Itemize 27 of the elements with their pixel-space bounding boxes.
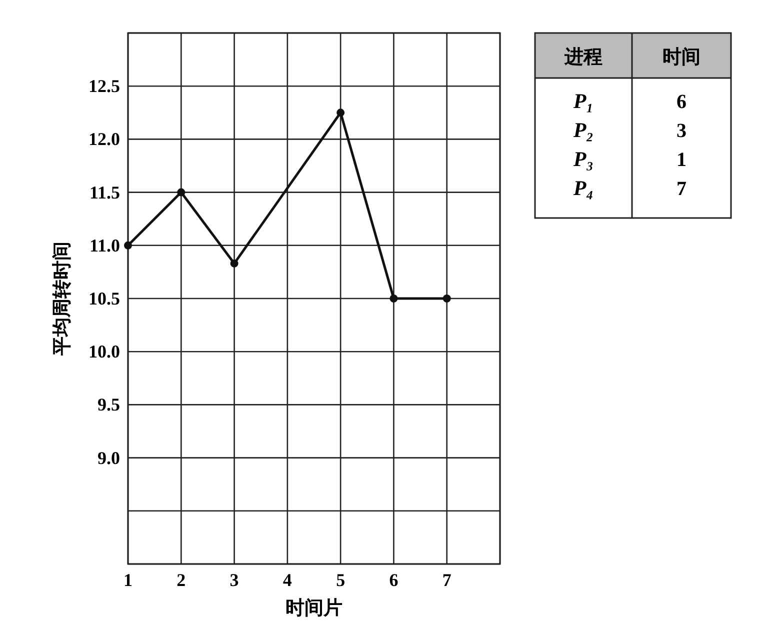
- text: 1: [676, 149, 686, 171]
- y-tick-label: 10.0: [88, 342, 120, 362]
- x-tick-label: 5: [336, 570, 346, 590]
- text: P₁: [572, 89, 594, 113]
- y-tick-label: 11.0: [89, 235, 120, 256]
- x-tick-label: 2: [176, 570, 186, 590]
- x-tick-label: 7: [442, 570, 452, 590]
- x-tick-label: 1: [124, 570, 132, 590]
- text: 7: [676, 178, 686, 200]
- x-tick-label: 4: [282, 570, 292, 590]
- y-tick-label: 9.5: [98, 394, 120, 415]
- text: 6: [676, 91, 686, 113]
- text: P₄: [572, 176, 594, 200]
- y-tick-label: 9.0: [98, 448, 120, 468]
- y-tick-label: 12.5: [88, 76, 120, 96]
- y-tick-label: 12.0: [88, 129, 120, 150]
- x-tick-label: 6: [389, 570, 398, 590]
- text: P₂: [572, 118, 594, 142]
- x-tick-label: 3: [230, 570, 239, 590]
- text: 3: [676, 120, 686, 142]
- x-axis-title: 时间片: [286, 597, 342, 619]
- text: 时间: [662, 46, 700, 68]
- text: P₃: [572, 147, 594, 171]
- y-axis-title: 平均周转时间: [51, 242, 73, 356]
- text: 进程: [564, 46, 602, 68]
- y-tick-label: 10.5: [88, 288, 120, 308]
- y-tick-label: 11.5: [89, 182, 120, 202]
